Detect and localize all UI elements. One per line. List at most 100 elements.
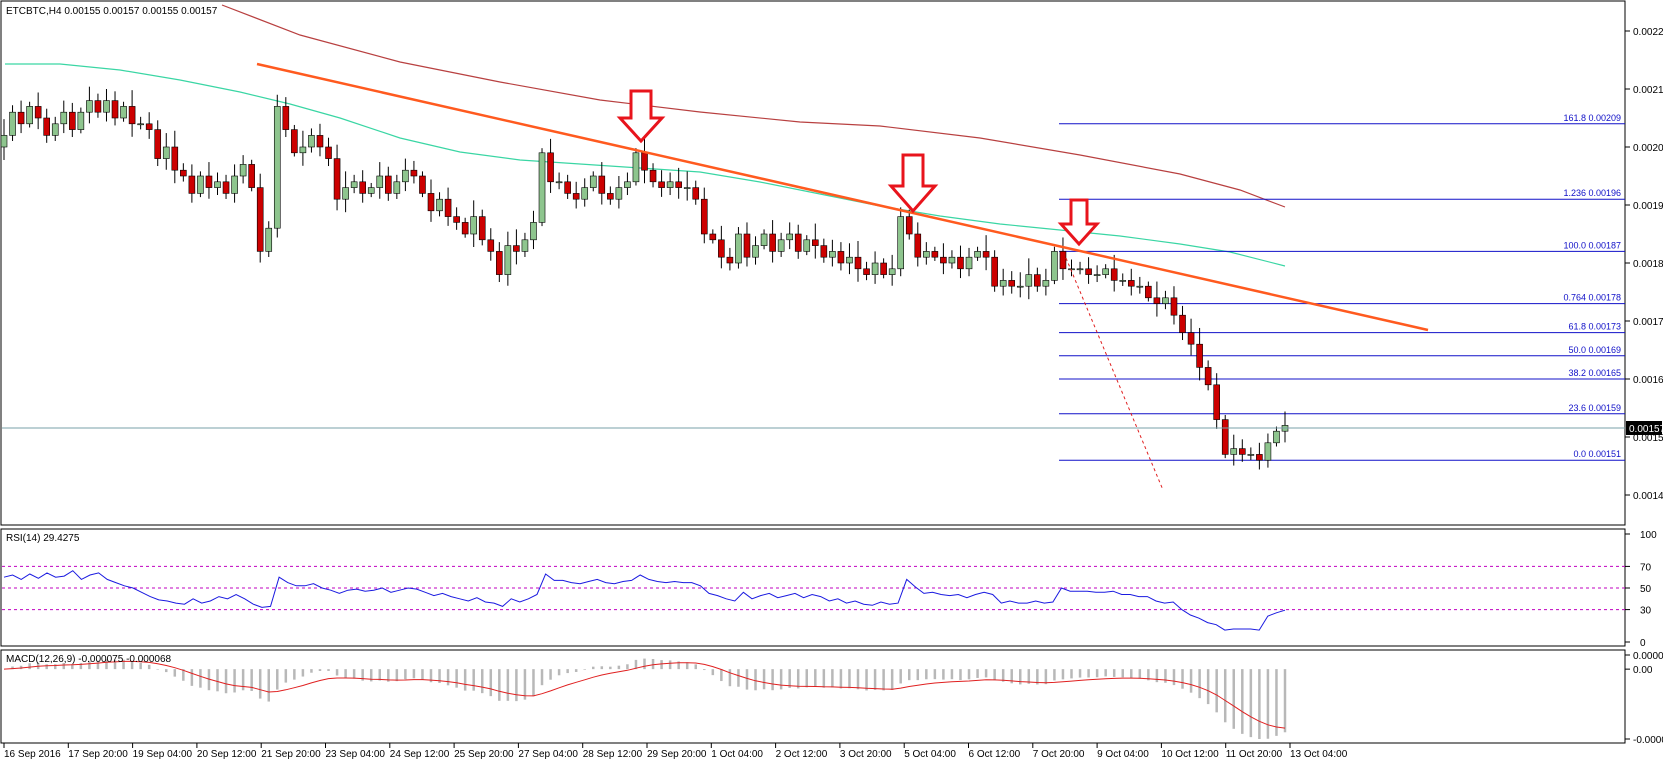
bear-candle: [69, 112, 75, 129]
fib-level-label: 0.0 0.00151: [1573, 449, 1621, 459]
bear-candle: [223, 182, 229, 194]
bull-candle: [923, 251, 929, 257]
bull-candle: [975, 251, 981, 257]
bull-candle: [300, 147, 306, 153]
bear-candle: [326, 147, 332, 159]
bear-candle: [249, 164, 255, 187]
bear-candle: [18, 112, 24, 124]
bull-candle: [402, 170, 408, 182]
price-tick-label: 0.00205: [1633, 143, 1663, 154]
fib-level-label: 50.0 0.00169: [1568, 345, 1621, 355]
bear-candle: [838, 251, 844, 263]
rsi-tick-label: 30: [1640, 606, 1652, 617]
bull-candle: [215, 182, 221, 188]
bull-candle: [121, 106, 127, 118]
bear-candle: [360, 182, 366, 194]
macd-tick-label: -0.000084: [1633, 735, 1663, 746]
bull-candle: [266, 228, 272, 251]
bull-candle: [377, 176, 383, 188]
time-tick-label: 29 Sep 20:00: [647, 749, 707, 760]
bull-candle: [343, 188, 349, 200]
bull-candle: [351, 182, 357, 188]
bull-candle: [966, 257, 972, 269]
bull-candle: [522, 240, 528, 252]
bear-candle: [727, 257, 733, 263]
bull-candle: [274, 106, 280, 228]
bear-candle: [1222, 420, 1228, 455]
bull-candle: [1043, 280, 1049, 286]
fib-level-label: 0.764 0.00178: [1563, 293, 1621, 303]
price-tick-label: 0.00155: [1633, 433, 1663, 444]
bull-candle: [787, 234, 793, 240]
bear-candle: [573, 193, 579, 199]
bear-candle: [642, 153, 648, 170]
bull-candle: [197, 176, 203, 193]
time-tick-label: 10 Oct 12:00: [1161, 749, 1219, 760]
bull-candle: [667, 182, 673, 188]
bull-candle: [308, 135, 314, 147]
price-tick-label: 0.00145: [1633, 491, 1663, 502]
price-tick-label: 0.00175: [1633, 317, 1663, 328]
bull-candle: [232, 176, 238, 193]
main-chart-title: ETCBTC,H4 0.00155 0.00157 0.00155 0.0015…: [6, 6, 218, 17]
bull-candle: [394, 182, 400, 194]
bear-candle: [257, 188, 263, 252]
bear-candle: [1154, 298, 1160, 304]
bull-candle: [684, 188, 690, 189]
bull-candle: [1231, 449, 1237, 455]
bear-candle: [1214, 385, 1220, 420]
bear-candle: [710, 234, 716, 240]
bull-candle: [804, 240, 810, 252]
bear-candle: [1086, 269, 1092, 275]
bull-candle: [761, 234, 767, 246]
rsi-tick-label: 0: [1640, 638, 1646, 649]
bear-candle: [428, 193, 434, 210]
bull-candle: [1162, 298, 1168, 304]
time-tick-label: 13 Oct 04:00: [1290, 749, 1348, 760]
bear-candle: [1197, 344, 1203, 367]
bear-candle: [283, 106, 289, 129]
bear-candle: [180, 170, 186, 176]
time-tick-label: 9 Oct 04:00: [1097, 749, 1149, 760]
bull-candle: [505, 246, 511, 275]
bear-candle: [1171, 298, 1177, 315]
bull-candle: [1120, 280, 1126, 281]
time-tick-label: 16 Sep 2016: [4, 749, 61, 760]
time-tick-label: 21 Sep 20:00: [261, 749, 321, 760]
time-tick-label: 24 Sep 12:00: [390, 749, 450, 760]
bear-candle: [957, 257, 963, 269]
bull-candle: [735, 234, 741, 263]
bull-candle: [846, 257, 852, 263]
bull-candle: [556, 182, 562, 183]
bear-candle: [1256, 454, 1262, 460]
bear-candle: [659, 182, 665, 188]
time-tick-label: 1 Oct 04:00: [711, 749, 763, 760]
price-tick-label: 0.00225: [1633, 27, 1663, 38]
time-tick-label: 19 Sep 04:00: [133, 749, 193, 760]
bull-candle: [539, 153, 545, 223]
price-tick-label: 0.00215: [1633, 85, 1663, 96]
bull-candle: [471, 217, 477, 234]
bear-candle: [940, 257, 946, 263]
bear-candle: [1188, 333, 1194, 345]
price-tick-label: 0.00185: [1633, 259, 1663, 270]
bull-candle: [872, 263, 878, 275]
bull-candle: [898, 217, 904, 269]
fib-level-label: 161.8 0.00209: [1563, 113, 1621, 123]
macd-tick-label: 0.00: [1633, 665, 1653, 676]
bull-candle: [530, 222, 536, 239]
price-tick-label: 0.00165: [1633, 375, 1663, 386]
bull-candle: [1000, 280, 1006, 286]
time-tick-label: 28 Sep 12:00: [583, 749, 643, 760]
bear-candle: [1180, 315, 1186, 332]
time-tick-label: 5 Oct 04:00: [904, 749, 956, 760]
bull-candle: [61, 112, 67, 124]
bull-candle: [1103, 269, 1109, 275]
bear-candle: [419, 176, 425, 193]
bear-candle: [744, 234, 750, 257]
time-tick-label: 20 Sep 12:00: [197, 749, 257, 760]
bull-candle: [10, 112, 16, 135]
bear-candle: [172, 147, 178, 170]
bull-candle: [240, 164, 246, 176]
